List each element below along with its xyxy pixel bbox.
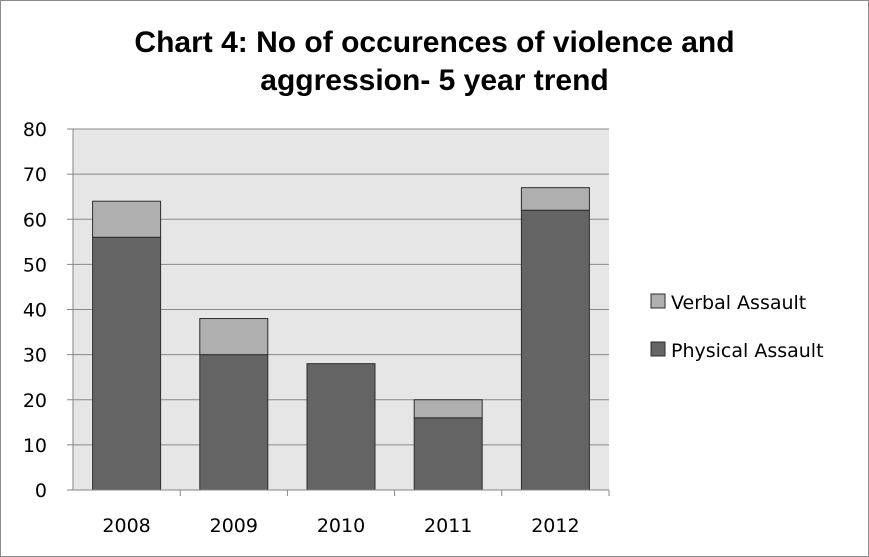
legend-label-physical-assault: Physical Assault [671,340,824,362]
y-tick-label: 50 [23,254,47,276]
y-tick-label: 20 [23,390,47,412]
x-tick-label: 2010 [317,515,365,537]
chart-title: Chart 4: No of occurences of violence an… [0,24,869,100]
bar-physical-assault-2012 [520,209,590,491]
bar-physical-assault-2011 [413,417,483,491]
x-tick-label: 2009 [210,515,258,537]
bars [92,187,590,491]
bar-verbal-assault-2008 [92,200,162,238]
bar-physical-assault-2008 [92,236,162,491]
chart-title-line-1: Chart 4: No of occurences of violence an… [134,26,735,59]
y-tick-label: 70 [23,164,47,186]
y-tick-label: 10 [23,435,47,457]
x-tick-label: 2011 [424,515,472,537]
legend: Verbal Assault Physical Assault [650,292,824,362]
bar-verbal-assault-2012 [520,187,590,211]
y-tick-label: 80 [23,119,47,141]
legend-label-verbal-assault: Verbal Assault [671,292,806,314]
y-tick-label: 30 [23,345,47,367]
axes: 0 10 20 30 40 50 60 70 80 2008 2009 2010 2011 2012 [23,119,610,537]
bar-physical-assault-2009 [199,354,269,491]
x-tick-label: 2012 [531,515,579,537]
y-tick-label: 40 [23,300,47,322]
bar-verbal-assault-2009 [199,318,269,356]
legend-swatch-verbal-assault [650,293,666,309]
x-tick-label: 2008 [102,515,150,537]
chart-title-line-2: aggression- 5 year trend [260,64,609,97]
bar-verbal-assault-2011 [413,399,483,419]
bar-physical-assault-2010 [306,363,376,491]
y-tick-label: 60 [23,209,47,231]
y-tick-label: 0 [35,480,47,502]
legend-swatch-physical-assault [650,341,666,357]
